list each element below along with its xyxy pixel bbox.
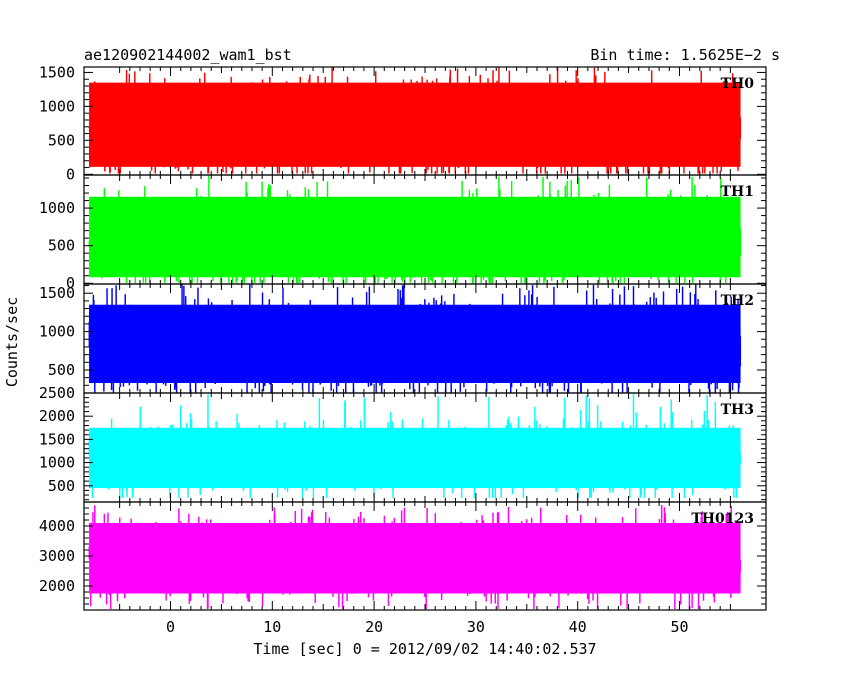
panel-label-th3: TH3 — [721, 402, 754, 418]
y-tick-label: 500 — [48, 361, 75, 379]
panel-label-th1: TH1 — [721, 184, 754, 200]
y-tick-label: 1000 — [39, 323, 75, 341]
series-band-th3 — [89, 427, 741, 489]
y-axis-label: Counts/sec — [3, 297, 21, 387]
y-tick-label: 1500 — [39, 284, 75, 302]
panel-th2: 500 1000 1500 TH2 — [39, 283, 767, 394]
y-tick-label: 500 — [48, 477, 75, 495]
panel-th3: 500 1000 1500 2000 2500 TH3 — [39, 384, 767, 503]
y-tick-label: 2000 — [39, 577, 75, 595]
y-tick-label: 500 — [48, 131, 75, 149]
series-band-th0123 — [89, 523, 741, 594]
y-tick-label: 1500 — [39, 63, 75, 81]
y-tick-label: 1000 — [39, 199, 75, 217]
y-tick-label: 0 — [66, 274, 75, 292]
y-tick-label: 2500 — [39, 384, 75, 402]
x-tick-label: 30 — [467, 618, 485, 636]
y-tick-label: 1000 — [39, 454, 75, 472]
bin-time-label: Bin time: 1.5625E−2 s — [590, 46, 780, 64]
x-tick-label: 0 — [166, 618, 175, 636]
x-tick-label: 40 — [569, 618, 587, 636]
y-tick-label: 4000 — [39, 517, 75, 535]
panel-th1: 0 500 1000 TH1 — [39, 174, 767, 292]
y-tick-label: 500 — [48, 237, 75, 255]
y-tick-label: 3000 — [39, 547, 75, 565]
y-tick-label: 2000 — [39, 407, 75, 425]
panel-th0: 0 500 1000 1500 TH0 — [39, 63, 767, 183]
y-tick-label: 1500 — [39, 430, 75, 448]
x-tick-label: 50 — [670, 618, 688, 636]
y-tick-label: 1000 — [39, 97, 75, 115]
y-tick-label: 0 — [66, 165, 75, 183]
panel-label-th2: TH2 — [721, 293, 754, 309]
x-tick-label: 10 — [263, 618, 281, 636]
series-band-th0 — [89, 82, 741, 167]
chart-title: ae120902144002_wam1_bst — [84, 46, 292, 64]
panel-label-th0123: TH0123 — [691, 511, 754, 527]
panel-th0123: 2000 3000 4000 TH0123 — [39, 501, 767, 611]
x-tick-label: 20 — [365, 618, 383, 636]
panel-label-th0: TH0 — [721, 76, 755, 92]
series-band-th1 — [89, 196, 741, 278]
x-axis-label: Time [sec] 0 = 2012/09/02 14:40:02.537 — [253, 640, 596, 658]
series-band-th2 — [89, 304, 741, 384]
